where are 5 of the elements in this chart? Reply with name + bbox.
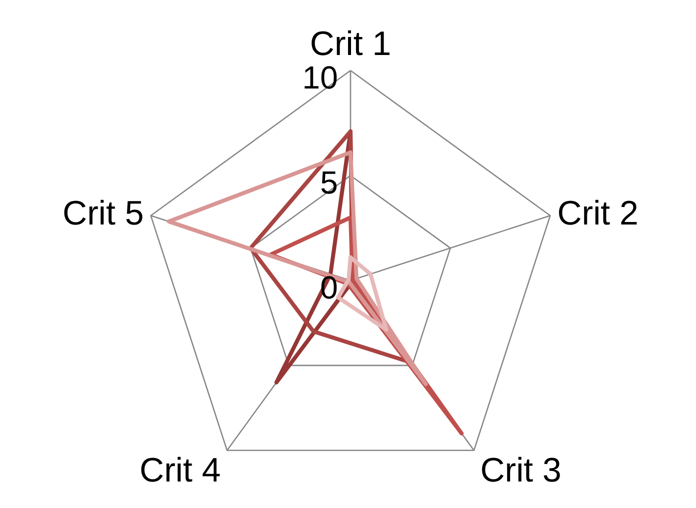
spoke-label: Crit 5: [62, 194, 144, 232]
spoke-label: Crit 4: [140, 451, 221, 490]
y-tick-label: 5: [320, 164, 338, 200]
spoke-label: Crit 2: [557, 194, 638, 232]
spoke-label: Crit 3: [480, 451, 562, 490]
